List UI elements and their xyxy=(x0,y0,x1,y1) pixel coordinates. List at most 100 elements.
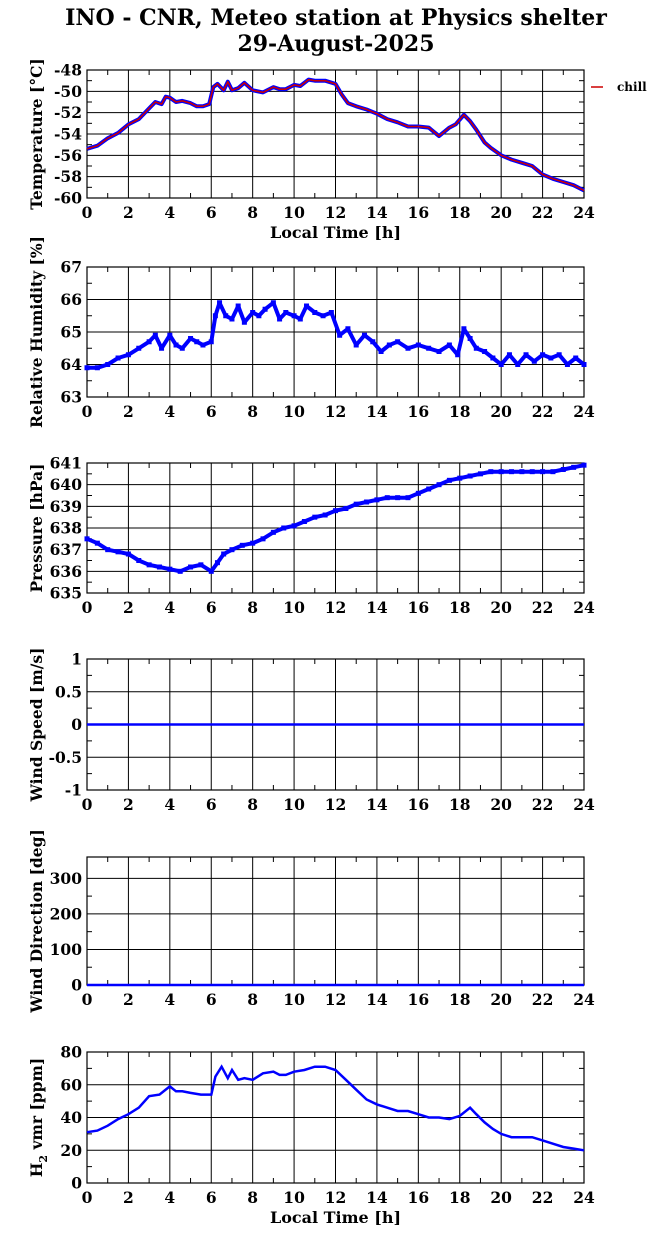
y-tick-label: 63 xyxy=(60,388,82,407)
x-tick-label: 20 xyxy=(490,1188,512,1207)
data-point xyxy=(573,355,579,361)
x-tick-label: 12 xyxy=(325,795,347,814)
data-point xyxy=(548,355,554,361)
y-tick-label: 637 xyxy=(50,540,82,559)
y-tick-label: 40 xyxy=(60,1108,82,1127)
data-point xyxy=(426,345,432,351)
x-tick-label: 6 xyxy=(206,402,217,421)
y-tick-label: 67 xyxy=(60,258,82,277)
plot-frame xyxy=(86,69,585,199)
data-point xyxy=(179,345,185,351)
data-series xyxy=(84,462,587,574)
data-point xyxy=(223,313,229,319)
data-point xyxy=(229,547,235,553)
data-point xyxy=(194,339,200,345)
x-tick-label: 2 xyxy=(123,1188,134,1207)
legend-label: chill xyxy=(617,80,647,94)
x-tick-label: 22 xyxy=(532,203,554,222)
x-tick-label: 18 xyxy=(449,598,471,617)
x-tick-label: 2 xyxy=(123,402,134,421)
x-tick-label: 20 xyxy=(490,598,512,617)
data-point xyxy=(353,342,359,348)
x-tick-label: 6 xyxy=(206,598,217,617)
y-tick-label: -56 xyxy=(54,146,82,165)
data-point xyxy=(581,362,587,367)
x-tick-label: 24 xyxy=(573,203,595,222)
data-point xyxy=(571,464,577,470)
x-tick-label: 0 xyxy=(82,795,93,814)
data-point xyxy=(556,352,562,358)
x-tick-label: 12 xyxy=(325,990,347,1009)
data-point xyxy=(498,469,504,475)
x-tick-label: 24 xyxy=(573,1188,595,1207)
x-tick-label: 8 xyxy=(247,795,258,814)
data-point xyxy=(214,560,220,566)
y-axis-label: Wind Direction [deg] xyxy=(27,829,46,1014)
data-point xyxy=(477,471,483,477)
x-tick-label: 4 xyxy=(164,598,175,617)
data-point xyxy=(519,469,525,475)
data-point xyxy=(436,349,442,354)
data-point xyxy=(217,300,223,306)
y-tick-label: 636 xyxy=(50,562,82,581)
data-point xyxy=(159,345,165,351)
data-point xyxy=(301,519,307,524)
x-tick-label: 10 xyxy=(283,598,305,617)
x-tick-label: 12 xyxy=(325,402,347,421)
x-tick-label: 4 xyxy=(164,990,175,1009)
data-point xyxy=(384,495,390,501)
data-point xyxy=(320,313,326,319)
x-tick-label: 12 xyxy=(325,203,347,222)
data-point xyxy=(333,508,338,514)
y-tick-label: 638 xyxy=(50,519,82,538)
data-point xyxy=(436,482,442,488)
data-point xyxy=(235,303,241,309)
data-point xyxy=(415,342,421,348)
data-point xyxy=(297,316,303,322)
y-tick-label: 64 xyxy=(60,355,82,374)
data-point xyxy=(353,501,359,507)
x-tick-label: 24 xyxy=(573,598,595,617)
plot-frame xyxy=(86,462,585,594)
data-point xyxy=(446,477,452,483)
figure-title-line2: 29-August-2025 xyxy=(237,31,434,57)
x-tick-label: 16 xyxy=(408,1188,430,1207)
x-tick-label: 14 xyxy=(366,598,388,617)
data-point xyxy=(455,352,461,358)
data-point xyxy=(405,345,411,351)
data-point xyxy=(188,336,194,341)
data-point xyxy=(322,512,328,518)
x-tick-label: 14 xyxy=(366,990,388,1009)
y-tick-label: 635 xyxy=(50,584,82,603)
data-point xyxy=(291,523,297,529)
data-series xyxy=(86,1064,585,1152)
y-axis-label-subscript: 2 xyxy=(37,1155,50,1163)
x-tick-label: 0 xyxy=(82,598,93,617)
x-tick-label: 4 xyxy=(164,203,175,222)
x-tick-label: 12 xyxy=(325,1188,347,1207)
x-tick-label: 2 xyxy=(123,795,134,814)
data-point xyxy=(260,536,266,542)
y-axis-label: Pressure [hPa] xyxy=(27,463,46,592)
data-point xyxy=(540,352,546,358)
data-point xyxy=(84,365,90,371)
y-tick-label: 0.5 xyxy=(55,682,82,701)
data-point xyxy=(115,355,121,361)
x-tick-label: 0 xyxy=(82,203,93,222)
data-point xyxy=(173,342,179,348)
x-tick-label: 24 xyxy=(573,402,595,421)
data-point xyxy=(281,525,287,531)
data-point xyxy=(426,486,432,492)
x-axis-label: Local Time [h] xyxy=(270,1208,401,1227)
data-point xyxy=(461,326,467,332)
data-point xyxy=(167,332,173,338)
x-tick-label: 22 xyxy=(532,990,554,1009)
data-point xyxy=(488,469,494,475)
figure-title-line1: INO - CNR, Meteo station at Physics shel… xyxy=(65,5,607,31)
x-tick-label: 14 xyxy=(366,402,388,421)
x-tick-label: 18 xyxy=(449,795,471,814)
data-point xyxy=(374,497,380,503)
x-tick-label: 22 xyxy=(532,795,554,814)
x-tick-label: 0 xyxy=(82,990,93,1009)
